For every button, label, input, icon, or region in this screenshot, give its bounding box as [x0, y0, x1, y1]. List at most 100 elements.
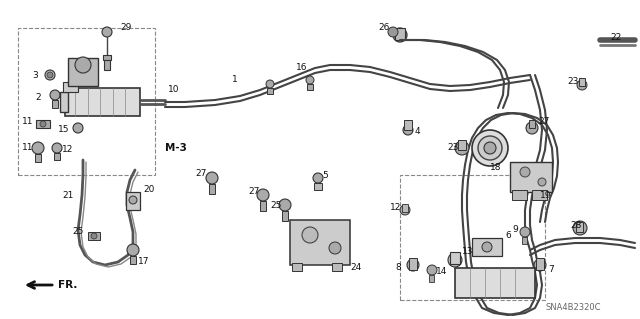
Circle shape [526, 122, 538, 134]
Circle shape [73, 123, 83, 133]
Bar [522, 237, 527, 244]
Text: 22: 22 [610, 33, 621, 42]
Circle shape [520, 167, 530, 177]
Bar [429, 275, 434, 282]
Bar [332, 263, 342, 271]
Text: 9: 9 [512, 226, 518, 234]
Circle shape [472, 130, 508, 166]
Text: 23: 23 [447, 144, 458, 152]
Bar [60, 92, 68, 112]
Bar [576, 222, 583, 232]
Text: 6: 6 [505, 231, 511, 240]
Circle shape [313, 173, 323, 183]
Bar [63, 82, 78, 92]
Bar [536, 258, 544, 270]
Circle shape [102, 27, 112, 37]
Circle shape [482, 242, 492, 252]
Circle shape [520, 227, 530, 237]
Text: 12: 12 [390, 204, 401, 212]
Circle shape [329, 242, 341, 254]
Circle shape [403, 125, 413, 135]
Text: 12: 12 [62, 145, 74, 154]
Text: FR.: FR. [58, 280, 77, 290]
Text: 27: 27 [538, 117, 549, 127]
Text: 14: 14 [436, 268, 447, 277]
Bar [282, 211, 288, 221]
Circle shape [306, 76, 314, 84]
Bar [458, 140, 466, 150]
Text: 13: 13 [462, 248, 474, 256]
Text: 7: 7 [548, 265, 554, 275]
Bar [400, 175, 545, 300]
Circle shape [484, 142, 496, 154]
Circle shape [400, 205, 410, 215]
Circle shape [279, 199, 291, 211]
Text: 26: 26 [378, 24, 389, 33]
Bar [292, 263, 302, 271]
Circle shape [427, 265, 437, 275]
Bar [35, 154, 41, 162]
Circle shape [40, 121, 46, 127]
Text: 10: 10 [168, 85, 179, 94]
Bar [68, 58, 98, 86]
Text: 4: 4 [415, 128, 420, 137]
Text: 2: 2 [35, 93, 40, 101]
Text: 25: 25 [270, 201, 282, 210]
Bar [409, 258, 417, 270]
Bar [472, 238, 502, 256]
Bar [18, 28, 155, 175]
Bar [402, 204, 408, 212]
Bar [65, 88, 140, 116]
Circle shape [577, 80, 587, 90]
Text: 19: 19 [540, 190, 552, 199]
Bar [209, 184, 215, 194]
Bar [450, 252, 460, 264]
Circle shape [478, 136, 502, 160]
Circle shape [45, 70, 55, 80]
Circle shape [257, 189, 269, 201]
Circle shape [127, 244, 139, 256]
Circle shape [206, 172, 218, 184]
Bar [36, 120, 50, 128]
Bar [130, 256, 136, 264]
Bar [579, 78, 585, 86]
Circle shape [538, 178, 546, 186]
Circle shape [266, 80, 274, 88]
Text: 27: 27 [248, 188, 259, 197]
Bar [267, 88, 273, 94]
Text: 16: 16 [296, 63, 307, 72]
Text: 18: 18 [490, 164, 502, 173]
Circle shape [32, 142, 44, 154]
Text: 15: 15 [58, 125, 70, 135]
Text: 24: 24 [350, 263, 361, 272]
Circle shape [455, 141, 469, 155]
Bar [532, 190, 547, 200]
Text: 11: 11 [22, 117, 33, 127]
Circle shape [448, 253, 462, 267]
Circle shape [129, 196, 137, 204]
Text: 23: 23 [567, 78, 579, 86]
Bar [404, 120, 412, 130]
Bar [395, 28, 405, 40]
Text: 27: 27 [195, 169, 206, 179]
Text: 5: 5 [322, 170, 328, 180]
Text: M-3: M-3 [165, 143, 187, 153]
Bar [103, 55, 111, 60]
Circle shape [407, 259, 419, 271]
Bar [104, 60, 110, 70]
Text: 28: 28 [570, 220, 581, 229]
Bar [290, 220, 350, 265]
Bar [510, 162, 552, 192]
Circle shape [388, 27, 398, 37]
Circle shape [534, 259, 546, 271]
Text: 11: 11 [22, 144, 33, 152]
Circle shape [75, 57, 91, 73]
Text: 25: 25 [72, 227, 83, 236]
Circle shape [302, 227, 318, 243]
Text: 29: 29 [120, 24, 131, 33]
Text: 20: 20 [143, 186, 154, 195]
Circle shape [573, 221, 587, 235]
Circle shape [47, 72, 53, 78]
Circle shape [91, 233, 97, 239]
Bar [52, 100, 58, 108]
